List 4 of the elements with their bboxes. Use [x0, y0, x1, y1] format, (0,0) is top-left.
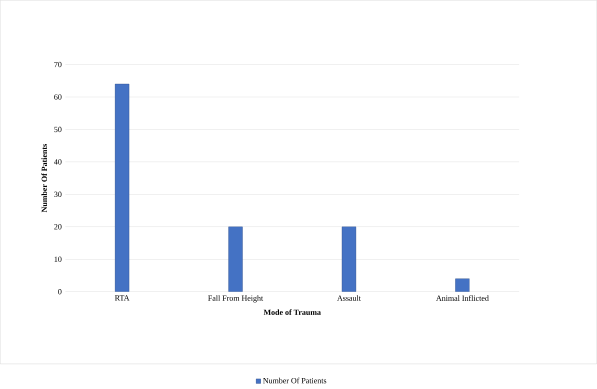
bar — [342, 226, 356, 292]
bar — [228, 226, 243, 292]
bar — [114, 84, 130, 292]
bar — [455, 278, 470, 292]
